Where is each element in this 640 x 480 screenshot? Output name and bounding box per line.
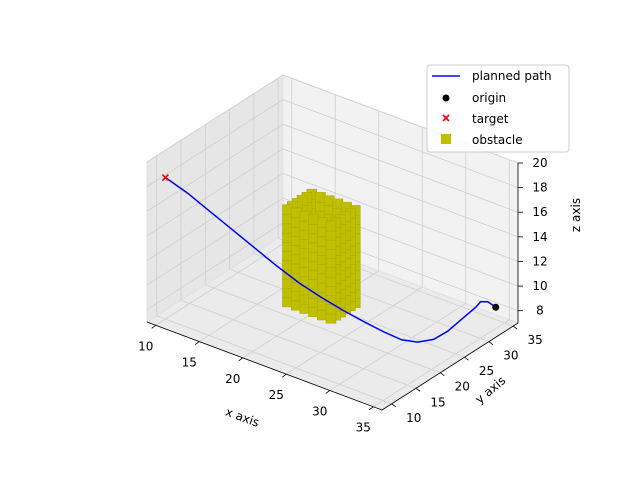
obstacle-voxel [325, 266, 337, 278]
legend-path-label: planned path [472, 69, 552, 83]
obstacle-voxel [325, 257, 337, 269]
y-tick-label: 35 [528, 333, 543, 347]
legend: planned path origin target obstacle [426, 64, 570, 153]
grid-x-floor [155, 237, 292, 326]
x-tick-label: 35 [356, 421, 371, 435]
x-tick-mark [369, 406, 374, 411]
z-tick-label: 18 [532, 181, 547, 195]
grid-z-back [282, 123, 519, 213]
y-tick-mark [488, 341, 494, 345]
z-tick-label: 20 [532, 156, 547, 170]
z-tick-label: 10 [532, 279, 547, 293]
y-tick-label: 10 [406, 411, 421, 425]
grid-z-left [146, 222, 284, 311]
y-tick-mark [512, 325, 518, 330]
z-tick-label: 16 [532, 205, 547, 219]
y-tick-mark [464, 356, 469, 361]
x-tick-mark [325, 390, 331, 394]
x-tick-mark [194, 341, 200, 345]
x-tick-label: 15 [182, 356, 197, 370]
y-tick-label: 30 [503, 349, 518, 363]
grid-z-back [282, 148, 519, 238]
legend-obstacle-swatch [441, 134, 451, 144]
legend-origin-swatch [442, 94, 450, 102]
x-tick-label: 10 [138, 339, 153, 353]
z-tick-label: 14 [532, 230, 547, 244]
y-tick-label: 20 [455, 380, 470, 394]
grid-y-floor [205, 284, 441, 374]
grid-z-left [146, 99, 284, 187]
point-markers [161, 173, 500, 311]
planned-path-series [164, 176, 497, 343]
obstacle-voxel [325, 285, 337, 296]
grid-x-floor [373, 319, 510, 408]
x-tick-mark [238, 357, 243, 362]
obstacle-voxels [282, 188, 361, 324]
y-tick-mark [440, 372, 445, 377]
y-axis-label: y axis [473, 373, 509, 406]
x-axis-line [146, 321, 383, 411]
obstacle-voxel [325, 312, 337, 324]
grid-y-floor [180, 299, 417, 389]
y-tick-mark [391, 403, 396, 408]
obstacle-voxel [325, 248, 337, 259]
grid-z-back [282, 99, 519, 188]
x-tick-label: 30 [312, 404, 327, 418]
grid-y-floor [156, 315, 392, 405]
obstacle-voxel [325, 229, 337, 241]
grid-z-left [146, 148, 284, 237]
x-tick-label: 20 [225, 372, 240, 386]
grid-z-left [146, 123, 284, 212]
grid-z-left [146, 74, 284, 163]
z-axis-label: z axis [569, 198, 583, 232]
legend-frame [426, 64, 570, 153]
z-tick-label: 12 [532, 254, 547, 268]
z-tick-label: 8 [536, 304, 544, 318]
x-tick-mark [151, 324, 156, 329]
grid-z-back [282, 173, 519, 262]
grid-z-left [146, 173, 284, 261]
planned-path-line [164, 176, 497, 343]
target-marker-stroke [161, 173, 169, 182]
obstacle-voxel [325, 239, 337, 250]
x-tick-label: 25 [269, 388, 284, 402]
grid-x-floor [286, 286, 423, 375]
y-tick-label: 25 [479, 364, 494, 378]
origin-marker [492, 303, 500, 311]
axis-lines [146, 163, 519, 411]
legend-origin-label: origin [472, 91, 506, 105]
target-marker [161, 173, 169, 182]
y-tick-label: 15 [430, 395, 445, 409]
y-tick-mark [415, 387, 421, 392]
legend-target-label: target [472, 112, 509, 126]
obstacle-voxel [325, 276, 337, 287]
x-axis-label: x axis [224, 405, 262, 430]
grid-z-left [146, 197, 284, 286]
y-axis-line [381, 322, 519, 411]
obstacle-voxel [325, 220, 337, 232]
grid-x-floor [329, 303, 466, 391]
x-tick-mark [282, 373, 287, 378]
legend-obstacle-label: obstacle [472, 133, 523, 147]
legend-target-swatch [442, 114, 450, 122]
tick-labels: 10 15 20 25 30 35 10 15 20 25 30 35 8 10 12 14 16 18 20 [138, 156, 548, 435]
